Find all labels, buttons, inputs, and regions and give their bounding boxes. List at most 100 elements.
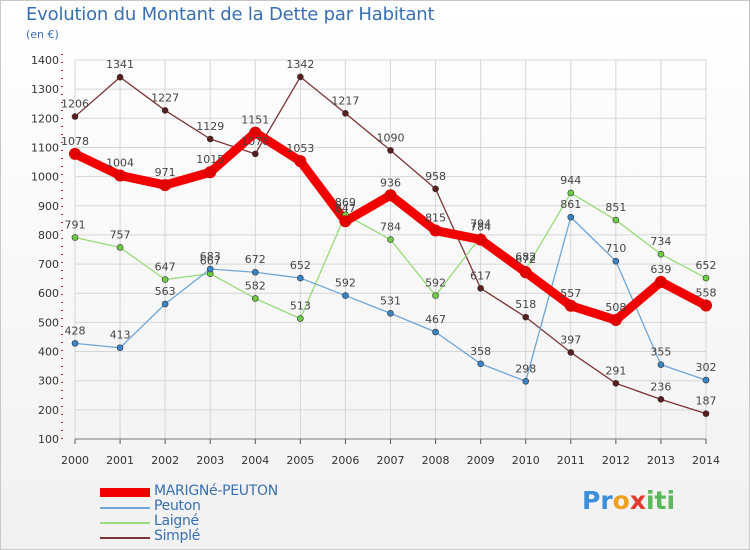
- data-label: 672: [245, 253, 266, 266]
- logo-letters: x: [629, 486, 646, 515]
- data-point: [249, 126, 262, 139]
- data-point: [432, 292, 439, 299]
- data-label: 784: [380, 221, 401, 234]
- legend-label: Peuton: [154, 498, 201, 514]
- data-label: 513: [290, 300, 311, 313]
- data-label: 944: [560, 174, 581, 187]
- data-point: [71, 234, 79, 241]
- data-point: [654, 275, 667, 288]
- legend-item: Simplé: [100, 528, 360, 545]
- y-tick-label: 700: [38, 258, 59, 271]
- y-tick-label: 1200: [31, 112, 59, 125]
- logo-letters: iti: [645, 486, 676, 515]
- data-point: [161, 107, 169, 114]
- data-point: [429, 224, 442, 237]
- y-tick-label: 800: [38, 229, 59, 242]
- data-point: [161, 300, 169, 308]
- data-point: [567, 189, 575, 197]
- data-point: [477, 360, 484, 368]
- data-label: 508: [605, 301, 626, 314]
- logo-letters: o: [612, 486, 630, 515]
- data-label: 652: [696, 259, 717, 272]
- x-tick-label: 2001: [106, 454, 134, 467]
- data-point: [71, 340, 79, 347]
- data-point: [564, 299, 577, 312]
- data-point: [522, 377, 530, 385]
- legend-swatch: [100, 488, 150, 497]
- data-point: [159, 179, 172, 192]
- data-point: [522, 313, 530, 321]
- x-tick-label: 2013: [647, 454, 675, 467]
- data-point: [71, 113, 79, 120]
- data-label: 1004: [106, 156, 134, 169]
- data-label: 397: [560, 333, 581, 346]
- data-label: 647: [155, 261, 176, 274]
- legend-label: Laigné: [154, 513, 199, 529]
- y-tick-label: 1300: [31, 83, 59, 96]
- data-label: 869: [335, 196, 356, 209]
- data-point: [116, 73, 124, 81]
- y-tick-label: 600: [38, 287, 59, 300]
- data-label: 734: [650, 235, 671, 248]
- data-label: 971: [155, 166, 176, 179]
- data-label: 1217: [331, 94, 359, 107]
- data-point: [612, 257, 620, 265]
- x-tick-label: 2008: [422, 454, 450, 467]
- y-tick-label: 100: [38, 433, 59, 446]
- data-label: 1341: [106, 58, 134, 71]
- y-tick-label: 1400: [31, 54, 59, 67]
- data-label: 791: [65, 219, 86, 232]
- x-tick-label: 2011: [557, 454, 585, 467]
- chart-title: Evolution du Montant de la Dette par Hab…: [26, 4, 435, 25]
- data-label: 1078: [61, 135, 89, 148]
- data-point: [294, 155, 307, 168]
- data-point: [657, 250, 665, 258]
- data-point: [342, 292, 349, 299]
- x-tick-label: 2002: [151, 454, 179, 467]
- x-tick-label: 2003: [196, 454, 224, 467]
- data-point: [432, 328, 439, 336]
- data-label: 592: [425, 277, 446, 290]
- data-point: [342, 110, 349, 117]
- x-tick-label: 2005: [286, 454, 314, 467]
- data-point: [609, 314, 622, 327]
- y-tick-label: 900: [38, 200, 59, 213]
- data-point: [387, 310, 394, 317]
- data-label: 1151: [241, 114, 269, 127]
- data-point: [657, 396, 665, 403]
- data-label: 1053: [286, 142, 314, 155]
- x-tick-label: 2007: [377, 454, 405, 467]
- chart-legend: MARIGNé-PEUTON Peuton Laigné Simplé: [100, 483, 360, 545]
- data-point: [116, 344, 124, 352]
- data-point: [612, 216, 620, 224]
- data-label: 861: [560, 198, 581, 211]
- data-point: [612, 380, 620, 387]
- legend-swatch: [100, 537, 150, 539]
- data-point: [206, 135, 214, 143]
- data-label: 428: [65, 324, 86, 337]
- data-label: 672: [515, 253, 536, 266]
- data-point: [251, 150, 259, 158]
- data-label: 291: [605, 364, 626, 377]
- y-tick-label: 400: [38, 346, 59, 359]
- data-point: [702, 274, 710, 282]
- data-label: 413: [110, 329, 131, 342]
- legend-swatch: [100, 507, 150, 509]
- data-label: 467: [425, 313, 446, 326]
- data-label: 563: [155, 285, 176, 298]
- x-tick-label: 2009: [467, 454, 495, 467]
- data-label: 847: [335, 202, 356, 215]
- data-point: [114, 169, 127, 182]
- data-label: 1015: [196, 153, 224, 166]
- data-label: 652: [290, 259, 311, 272]
- data-label: 302: [696, 361, 717, 374]
- data-point: [297, 274, 304, 282]
- y-tick-label: 200: [38, 404, 59, 417]
- data-point: [206, 265, 214, 273]
- data-point: [116, 244, 124, 251]
- data-point: [567, 349, 575, 356]
- data-label: 1078: [241, 135, 269, 148]
- data-point: [387, 236, 394, 243]
- data-label: 358: [470, 345, 491, 358]
